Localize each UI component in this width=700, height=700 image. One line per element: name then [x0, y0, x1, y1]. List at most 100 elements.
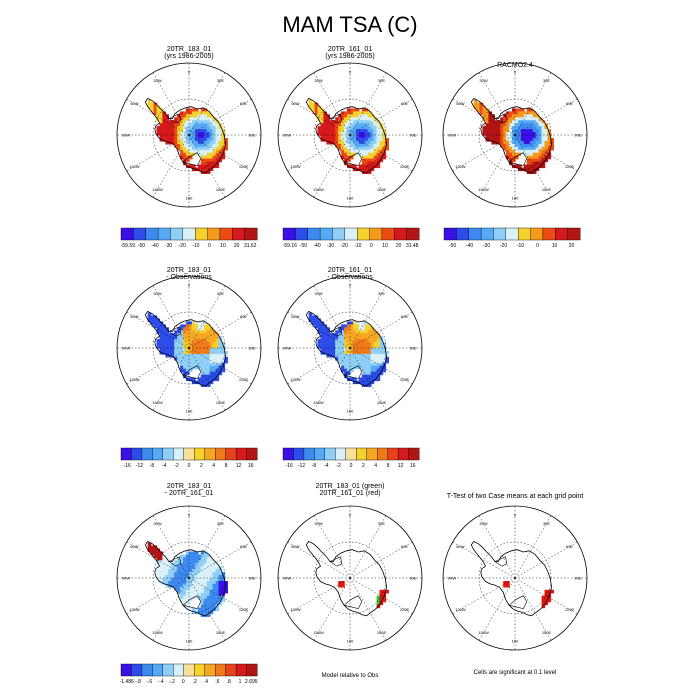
grid-cell: [156, 117, 161, 121]
grid-cell: [183, 351, 187, 355]
grid-cell: [206, 371, 211, 376]
grid-cell: [320, 129, 325, 133]
grid-cell: [194, 566, 199, 570]
grid-cell: [215, 581, 220, 585]
grid-cell: [162, 126, 166, 130]
grid-cell: [373, 155, 378, 160]
grid-cell: [535, 158, 540, 163]
grid-cell: [206, 595, 211, 600]
grid-cell: [532, 120, 537, 124]
grid-cell: [314, 318, 319, 323]
grid-cell: [159, 108, 164, 112]
grid-cell: [344, 123, 348, 127]
grid-cell: [165, 583, 169, 588]
grid-cell: [218, 598, 223, 603]
grid-cell: [341, 135, 345, 139]
grid-cell: [165, 572, 169, 576]
grid-cell: [541, 155, 546, 160]
grid-cell: [203, 563, 208, 567]
grid-cell: [479, 105, 484, 110]
grid-cell: [364, 368, 369, 373]
grid-cell: [538, 155, 543, 160]
grid-cell: [186, 336, 190, 340]
grid-cell: [512, 108, 516, 112]
grid-cell: [344, 155, 348, 160]
grid-cell: [215, 158, 220, 163]
grid-cell: [200, 560, 205, 564]
grid-cell: [192, 575, 196, 579]
grid-cell: [509, 123, 513, 127]
grid-cell: [320, 321, 325, 325]
grid-cell: [338, 126, 342, 130]
grid-cell: [212, 143, 217, 148]
longitude-label: 30W: [153, 78, 161, 83]
grid-cell: [523, 152, 528, 157]
grid-cell: [189, 129, 193, 133]
meridian-line: [313, 134, 351, 198]
grid-cell: [353, 333, 357, 337]
grid-cell: [335, 342, 339, 346]
grid-cell: [515, 149, 519, 154]
grid-cell: [370, 146, 375, 151]
grid-cell: [206, 336, 211, 340]
grid-cell: [203, 368, 208, 373]
grid-cell: [200, 578, 205, 582]
longitude-label: 60E: [240, 101, 247, 106]
grid-cell: [209, 342, 214, 346]
grid-cell: [355, 324, 360, 328]
grid-cell: [162, 117, 166, 121]
grid-cell: [186, 146, 190, 151]
grid-cell: [186, 155, 190, 160]
grid-cell: [350, 327, 354, 331]
grid-cell: [344, 330, 348, 334]
grid-cell: [355, 123, 360, 127]
grid-cell: [535, 140, 540, 145]
grid-cell: [376, 161, 381, 166]
grid-cell: [189, 583, 193, 588]
colorbar-tick-label: 4: [374, 463, 377, 469]
longitude-label: 120W: [129, 607, 140, 612]
colorbar-swatch: [480, 227, 494, 241]
colorbar-swatch: [377, 447, 389, 461]
grid-cell: [532, 138, 537, 142]
longitude-label: 90W: [122, 346, 130, 351]
grid-cell: [200, 566, 205, 570]
colorbar-swatch: [555, 227, 569, 241]
grid-cell: [320, 132, 325, 136]
grid-cell: [326, 336, 330, 340]
grid-cell: [200, 610, 205, 615]
longitude-label: 60E: [401, 314, 408, 319]
grid-cell: [168, 569, 172, 573]
grid-cell: [320, 123, 325, 127]
grid-cell: [341, 362, 345, 367]
grid-cell: [171, 140, 175, 145]
grid-cell: [317, 108, 322, 112]
grid-cell: [361, 140, 366, 145]
grid-cell: [192, 359, 196, 364]
grid-cell: [206, 327, 211, 331]
grid-cell: [308, 318, 313, 323]
grid-cell: [532, 146, 537, 151]
grid-cell: [373, 120, 378, 124]
grid-cell: [314, 321, 319, 325]
grid-cell: [197, 330, 202, 334]
grid-cell: [541, 164, 546, 169]
longitude-label: 120W: [455, 164, 466, 169]
grid-cell: [171, 120, 175, 124]
grid-cell: [361, 359, 366, 364]
grid-cell: [544, 158, 549, 163]
grid-cell: [200, 583, 205, 588]
grid-cell: [159, 336, 164, 340]
grid-cell: [518, 126, 522, 130]
grid-cell: [338, 132, 342, 136]
grid-cell: [215, 164, 220, 169]
grid-cell: [215, 129, 220, 133]
grid-cell: [186, 333, 190, 337]
grid-cell: [350, 135, 354, 139]
map-border: [277, 275, 423, 421]
colorbar-swatch: [225, 447, 237, 461]
colorbar-tick-label: -30: [483, 243, 490, 249]
grid-cell: [150, 108, 155, 112]
grid-cell: [168, 126, 172, 130]
